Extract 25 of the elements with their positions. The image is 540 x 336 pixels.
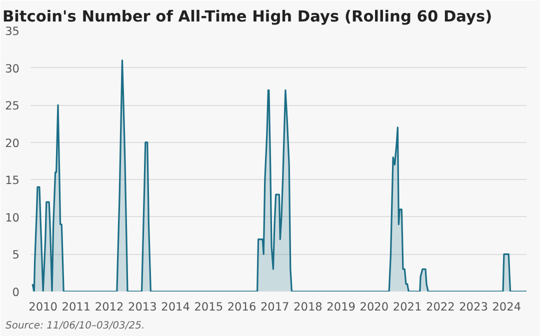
x-tick-label: 2023 bbox=[459, 300, 488, 314]
x-tick-label: 2015 bbox=[194, 300, 224, 314]
chart-title: Bitcoin's Number of All-Time High Days (Rolling 60 Days) bbox=[2, 8, 492, 26]
x-tick-label: 2012 bbox=[94, 300, 124, 314]
x-tick-label: 2010 bbox=[28, 300, 58, 314]
y-tick-label: 0 bbox=[12, 285, 20, 299]
y-tick-label: 15 bbox=[5, 173, 20, 188]
x-tick-label: 2013 bbox=[128, 300, 157, 314]
x-tick-label: 2019 bbox=[326, 300, 356, 314]
y-tick-label: 20 bbox=[5, 136, 20, 150]
source-note: Source: 11/06/10–03/03/25. bbox=[6, 320, 145, 332]
x-tick-label: 2017 bbox=[260, 300, 290, 314]
y-tick-label: 30 bbox=[5, 61, 20, 76]
y-tick-label: 25 bbox=[5, 98, 20, 113]
y-tick-label: 35 bbox=[5, 24, 20, 38]
x-tick-label: 2022 bbox=[426, 300, 455, 314]
x-tick-label: 2016 bbox=[227, 300, 256, 314]
y-tick-label: 5 bbox=[12, 248, 20, 262]
x-tick-label: 2024 bbox=[492, 300, 522, 314]
x-tick-label: 2014 bbox=[161, 300, 190, 314]
x-tick-label: 2018 bbox=[294, 300, 322, 314]
x-tick-label: 2021 bbox=[392, 300, 422, 314]
x-tick-label: 2011 bbox=[62, 300, 91, 314]
x-tick-label: 2020 bbox=[360, 300, 389, 314]
y-tick-label: 10 bbox=[5, 210, 20, 224]
